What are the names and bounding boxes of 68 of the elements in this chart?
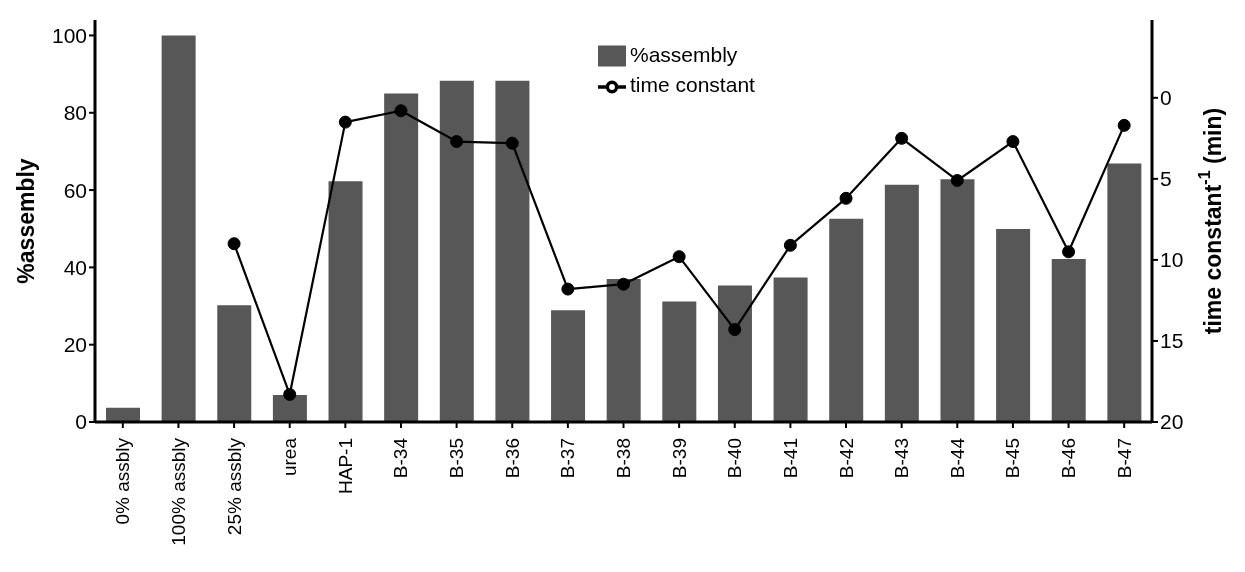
bar: [717, 285, 752, 422]
x-tick-label: B-45: [1002, 438, 1024, 479]
x-tick-label: HAP-1: [334, 438, 356, 494]
bar: [217, 305, 252, 422]
y2-tick-label: 10: [1160, 248, 1184, 272]
point: [839, 191, 853, 205]
bar: [773, 277, 808, 422]
bar: [662, 301, 697, 422]
bar: [106, 407, 140, 422]
point: [617, 277, 630, 291]
x-tick-label: 25% assbly: [223, 437, 245, 536]
x-tick-label: B-47: [1113, 438, 1135, 479]
y-tick-label: 60: [63, 178, 87, 202]
point: [283, 387, 297, 401]
y-tick-label: 100: [51, 23, 87, 47]
bar: [551, 310, 586, 422]
point: [227, 237, 241, 251]
x-tick-label: 100% assbly: [167, 437, 189, 546]
x-tick-label: B-43: [891, 438, 913, 479]
bar: [384, 93, 419, 422]
point: [505, 136, 519, 150]
y2-tick-label: 15: [1160, 329, 1184, 353]
point: [1062, 245, 1076, 259]
y2-tick-label: 0: [1160, 86, 1172, 110]
point: [450, 135, 464, 149]
x-tick-label: B-40: [724, 438, 746, 479]
x-tick-label: B-34: [390, 437, 412, 479]
y2-tick-label: 5: [1160, 167, 1172, 191]
x-tick-label: 0% assbly: [112, 437, 134, 525]
x-tick-label: B-46: [1058, 438, 1080, 479]
y-tick-label: 80: [63, 101, 87, 125]
bar: [996, 229, 1031, 422]
bar: [328, 181, 363, 422]
legend-label: %assembly: [630, 43, 738, 66]
bar: [439, 80, 474, 422]
bar: [606, 278, 641, 422]
x-tick-label: urea: [279, 437, 301, 477]
point: [394, 104, 408, 118]
point: [672, 250, 686, 264]
point: [783, 238, 797, 252]
y-tick-label: 0: [75, 410, 87, 434]
bar: [884, 184, 919, 422]
point: [728, 323, 742, 337]
x-tick-label: B-35: [446, 438, 468, 479]
point: [895, 131, 909, 145]
point: [1117, 118, 1131, 132]
legend-label: time constant: [630, 73, 755, 97]
bar: [940, 179, 975, 422]
x-tick-label: B-37: [557, 438, 579, 479]
y-tick-label: 20: [63, 333, 87, 357]
bar: [829, 218, 864, 422]
point: [1006, 135, 1020, 149]
y2-tick-label: 20: [1160, 410, 1184, 434]
x-tick-label: B-39: [668, 438, 690, 479]
x-tick-label: B-38: [613, 438, 634, 479]
bar: [161, 35, 196, 422]
x-tick-label: B-41: [779, 438, 801, 479]
x-tick-label: B-44: [946, 437, 968, 479]
y-tick-label: 40: [63, 255, 87, 279]
bar: [495, 80, 530, 422]
bar: [1107, 163, 1142, 422]
x-tick-label: B-42: [835, 438, 857, 479]
y-axis-title: %assembly: [13, 158, 39, 284]
point: [950, 173, 964, 187]
point: [561, 282, 575, 296]
x-tick-label: B-36: [501, 438, 523, 479]
bar: [1051, 258, 1086, 422]
point: [338, 115, 352, 129]
